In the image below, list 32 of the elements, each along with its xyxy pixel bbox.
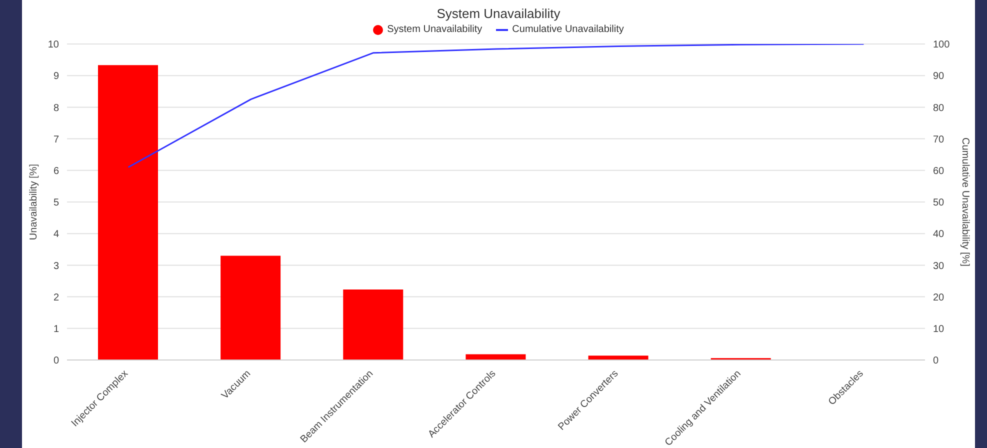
y-tick-label: 8 (53, 102, 60, 114)
y2-tick-label: 50 (933, 198, 945, 209)
y2-tick-label: 70 (933, 134, 945, 146)
y-axis-title: Unavailability [%] (28, 164, 40, 240)
y2-tick-label: 10 (933, 324, 945, 335)
bar (588, 356, 648, 360)
line-series (128, 44, 864, 168)
y2-tick-label: 0 (933, 356, 939, 367)
y2-tick-label: 80 (933, 102, 945, 114)
y-tick-label: 0 (53, 356, 60, 367)
bar (98, 65, 158, 360)
y2-tick-label: 20 (933, 292, 945, 304)
y2-tick-label: 90 (933, 71, 945, 82)
y-tick-label: 3 (53, 260, 60, 272)
y-tick-label: 6 (53, 166, 60, 177)
y-tick-label: 7 (53, 134, 60, 146)
y-tick-label: 1 (53, 324, 60, 335)
y-tick-label: 5 (53, 198, 60, 209)
y-tick-label: 10 (48, 40, 60, 51)
y-tick-label: 9 (53, 71, 60, 82)
chart-title: System Unavailability (436, 5, 562, 23)
y2-tick-label: 60 (933, 166, 945, 177)
legend-label: System Unavailability (386, 24, 482, 35)
legend-label: Cumulative Unavailability (511, 24, 624, 35)
y2-axis-title: Cumulative Unavailability [%] (959, 138, 970, 267)
bar (343, 290, 404, 360)
y2-tick-label: 40 (933, 229, 945, 240)
y2-tick-label: 30 (933, 260, 945, 272)
y-tick-label: 4 (53, 229, 60, 240)
y-tick-label: 2 (53, 292, 60, 304)
y2-tick-label: 100 (933, 40, 950, 51)
bar (220, 256, 281, 360)
